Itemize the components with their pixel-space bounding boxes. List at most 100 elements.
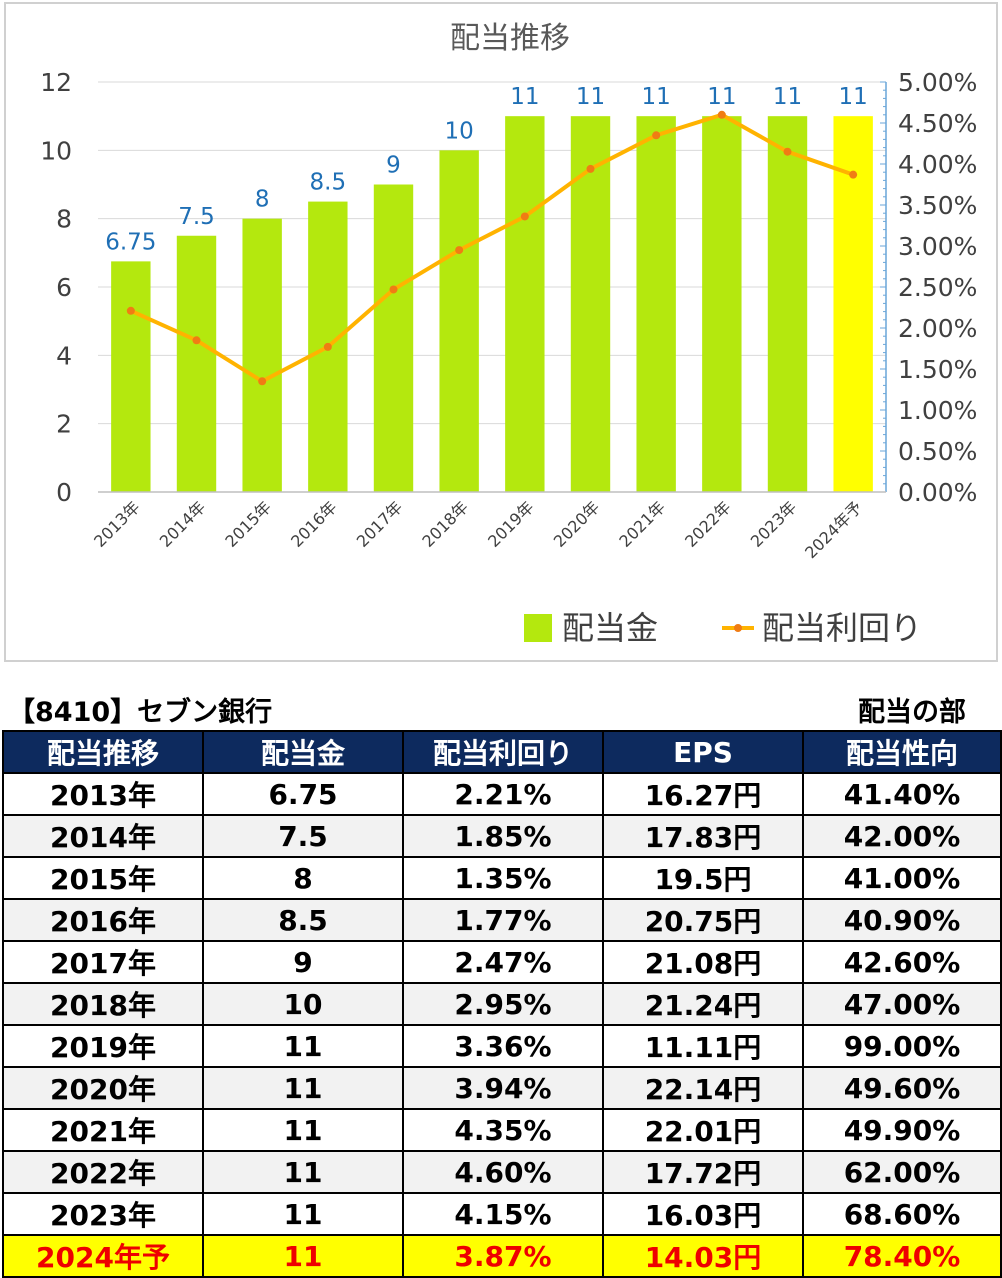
cell-dividend: 7.5 bbox=[202, 814, 404, 858]
y-left-tick-label: 6 bbox=[56, 273, 72, 302]
yield-line bbox=[130, 112, 854, 384]
cell-yield: 3.36% bbox=[402, 1024, 604, 1068]
cell-year: 2013年 bbox=[2, 772, 204, 816]
x-tick-label: 2015年 bbox=[221, 497, 275, 551]
x-tick-label: 2021年 bbox=[615, 497, 669, 551]
cell-eps: 17.72円 bbox=[602, 1150, 804, 1194]
y-right-tick-label: 2.50% bbox=[898, 273, 977, 302]
y-right-tick-label: 5.00% bbox=[898, 68, 977, 97]
y-left-tick-label: 12 bbox=[40, 68, 72, 97]
cell-payout: 99.00% bbox=[802, 1024, 1002, 1068]
cell-payout: 49.60% bbox=[802, 1066, 1002, 1110]
cell-payout: 42.00% bbox=[802, 814, 1002, 858]
y-right-tick-label: 4.00% bbox=[898, 150, 977, 179]
bar-dividend bbox=[767, 116, 808, 493]
y-left-tick-label: 8 bbox=[56, 205, 72, 234]
cell-payout: 68.60% bbox=[802, 1192, 1002, 1236]
cell-eps: 22.01円 bbox=[602, 1108, 804, 1152]
x-tick-label: 2024年予 bbox=[801, 497, 866, 562]
cell-year: 2020年 bbox=[2, 1066, 204, 1110]
cell-year: 2019年 bbox=[2, 1024, 204, 1068]
cell-yield: 4.60% bbox=[402, 1150, 604, 1194]
bar-dividend bbox=[242, 218, 282, 492]
y-right-tick-label: 0.50% bbox=[898, 437, 977, 466]
x-tick-label: 2018年 bbox=[418, 497, 472, 551]
bar-value-label: 11 bbox=[510, 84, 539, 110]
cell-dividend: 11 bbox=[202, 1066, 404, 1110]
cell-eps: 22.14円 bbox=[602, 1066, 804, 1110]
cell-payout: 78.40% bbox=[802, 1234, 1002, 1278]
cell-year: 2014年 bbox=[2, 814, 204, 858]
y-right-tick-label: 1.00% bbox=[898, 396, 977, 425]
table-row: 2020年 11 3.94% 22.14円 49.60% bbox=[2, 1066, 1002, 1110]
yield-point bbox=[323, 342, 332, 351]
cell-eps: 16.03円 bbox=[602, 1192, 804, 1236]
bar-value-label: 9 bbox=[386, 153, 401, 179]
table-row: 2022年 11 4.60% 17.72円 62.00% bbox=[2, 1150, 1002, 1194]
x-tick-label: 2020年 bbox=[550, 497, 604, 551]
bar-value-label: 7.5 bbox=[178, 204, 215, 230]
table-row: 2016年 8.5 1.77% 20.75円 40.90% bbox=[2, 898, 1002, 942]
bar-dividend bbox=[111, 261, 151, 492]
cell-dividend: 11 bbox=[202, 1024, 404, 1068]
yield-point bbox=[520, 212, 529, 221]
x-tick-label: 2013年 bbox=[90, 497, 144, 551]
x-tick-label: 2016年 bbox=[287, 497, 341, 551]
y-right-tick-label: 1.50% bbox=[898, 355, 977, 384]
legend-label-yield: 配当利回り bbox=[762, 609, 922, 647]
cell-payout: 42.60% bbox=[802, 940, 1002, 984]
cell-year: 2017年 bbox=[2, 940, 204, 984]
table-header-row: 配当推移 配当金 配当利回り EPS 配当性向 bbox=[2, 730, 1002, 774]
company-title: 【8410】セブン銀行 bbox=[8, 697, 273, 728]
header-dividend: 配当金 bbox=[202, 730, 404, 774]
cell-payout: 41.00% bbox=[802, 856, 1002, 900]
yield-point bbox=[455, 246, 464, 255]
legend-swatch-dividend bbox=[524, 614, 552, 642]
y-left-tick-label: 2 bbox=[56, 410, 72, 439]
table-row: 2017年 9 2.47% 21.08円 42.60% bbox=[2, 940, 1002, 984]
y-right-tick-label: 0.00% bbox=[898, 478, 977, 507]
table-row: 2015年 8 1.35% 19.5円 41.00% bbox=[2, 856, 1002, 900]
yield-point bbox=[717, 110, 726, 119]
section-label: 配当の部 bbox=[858, 697, 966, 728]
cell-dividend: 8 bbox=[202, 856, 404, 900]
bar-value-label: 10 bbox=[445, 118, 474, 144]
table-row: 2021年 11 4.35% 22.01円 49.90% bbox=[2, 1108, 1002, 1152]
header-eps: EPS bbox=[602, 730, 804, 774]
cell-dividend: 11 bbox=[202, 1234, 404, 1278]
cell-payout: 40.90% bbox=[802, 898, 1002, 942]
legend-label-dividend: 配当金 bbox=[562, 609, 658, 647]
yield-point bbox=[783, 147, 792, 156]
cell-yield: 1.77% bbox=[402, 898, 604, 942]
cell-year: 2018年 bbox=[2, 982, 204, 1026]
bar-value-label: 8.5 bbox=[310, 170, 347, 196]
table-row: 2023年 11 4.15% 16.03円 68.60% bbox=[2, 1192, 1002, 1236]
header-payout: 配当性向 bbox=[802, 730, 1002, 774]
cell-payout: 47.00% bbox=[802, 982, 1002, 1026]
y-right-tick-label: 2.00% bbox=[898, 314, 977, 343]
cell-eps: 21.24円 bbox=[602, 982, 804, 1026]
dividend-table: 配当推移 配当金 配当利回り EPS 配当性向 2013年 6.75 2.21% 16… bbox=[2, 730, 1002, 1278]
x-tick-label: 2017年 bbox=[353, 497, 407, 551]
cell-year: 2016年 bbox=[2, 898, 204, 942]
bar-value-label: 11 bbox=[773, 84, 802, 110]
table-row: 2014年 7.5 1.85% 17.83円 42.00% bbox=[2, 814, 1002, 858]
cell-dividend: 8.5 bbox=[202, 898, 404, 942]
cell-eps: 14.03円 bbox=[602, 1234, 804, 1278]
y-right-tick-label: 3.00% bbox=[898, 232, 977, 261]
yield-point bbox=[849, 170, 858, 179]
yield-point bbox=[192, 336, 201, 345]
bar-dividend bbox=[833, 116, 873, 493]
x-tick-label: 2019年 bbox=[484, 497, 538, 551]
yield-point bbox=[389, 285, 398, 294]
cell-payout: 62.00% bbox=[802, 1150, 1002, 1194]
header-yield: 配当利回り bbox=[402, 730, 604, 774]
yield-point bbox=[126, 306, 135, 315]
cell-dividend: 11 bbox=[202, 1192, 404, 1236]
bar-dividend bbox=[702, 116, 742, 493]
cell-year: 2022年 bbox=[2, 1150, 204, 1194]
bar-dividend bbox=[176, 235, 217, 492]
cell-dividend: 11 bbox=[202, 1108, 404, 1152]
cell-yield: 1.35% bbox=[402, 856, 604, 900]
x-tick-label: 2014年 bbox=[156, 497, 210, 551]
